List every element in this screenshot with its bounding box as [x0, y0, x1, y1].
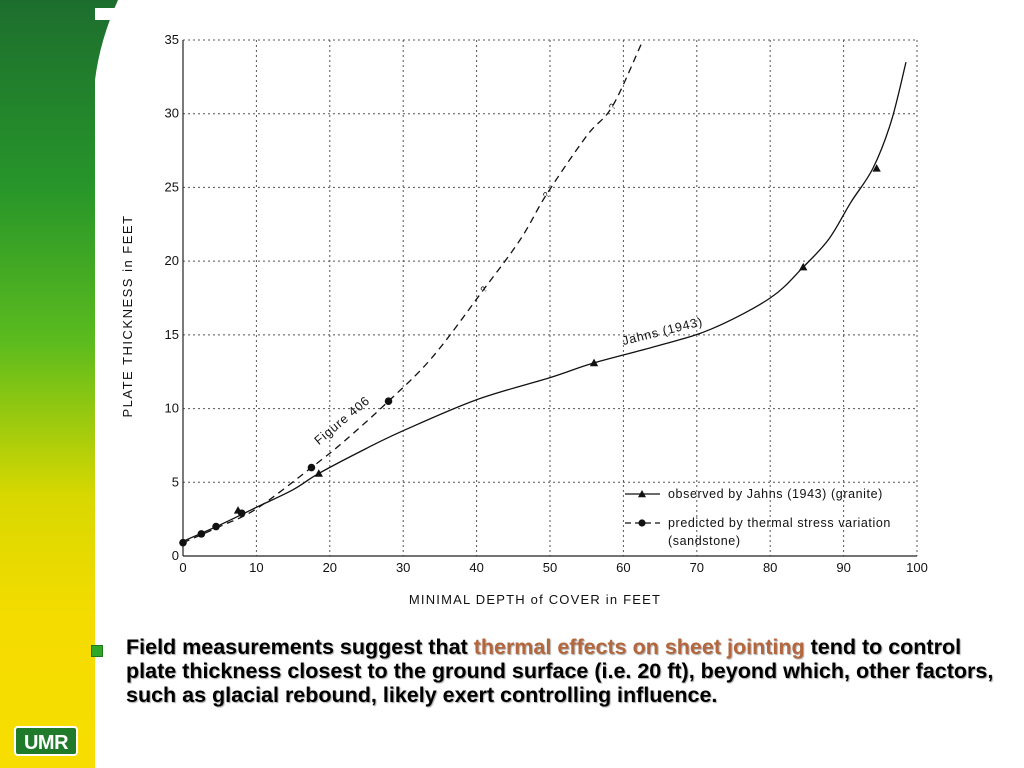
y-tick-label: 0	[172, 548, 179, 563]
y-tick-label: 10	[165, 401, 179, 416]
series-predicted: ???	[179, 42, 643, 547]
decorative-band	[0, 0, 120, 620]
legend-label-jahns: observed by Jahns (1943) (granite)	[668, 487, 883, 501]
y-tick-label: 20	[165, 253, 179, 268]
x-tick-label: 20	[323, 560, 337, 575]
chart-axes: 0 10 20 30 40 50 60 70 80 90 100 0 5 10 15 20 25 30 35 MINI…	[120, 32, 928, 607]
y-tick-label: 35	[165, 32, 179, 47]
question-mark: ?	[478, 284, 489, 294]
jahns-curve-label: Jahns (1943)	[621, 315, 704, 349]
bullet-text-start: Field measurements suggest that	[126, 635, 474, 659]
legend-label-predicted: predicted by thermal stress variation	[668, 516, 891, 530]
x-tick-label: 70	[690, 560, 704, 575]
series-jahns	[182, 61, 907, 542]
x-axis-label: MINIMAL DEPTH of COVER in FEET	[409, 592, 661, 607]
bullet-item: Field measurements suggest that thermal …	[88, 635, 1008, 707]
legend-label-predicted-cont: (sandstone)	[668, 534, 741, 548]
triangle-marker	[314, 469, 323, 477]
legend-triangle-marker	[638, 490, 646, 498]
question-mark: ?	[607, 102, 618, 112]
triangle-marker	[589, 358, 599, 367]
triangle-marker	[799, 262, 808, 271]
question-mark: ?	[541, 190, 552, 200]
x-tick-label: 30	[396, 560, 410, 575]
x-tick-label: 60	[616, 560, 630, 575]
y-tick-label: 30	[165, 106, 179, 121]
triangle-marker	[872, 164, 881, 172]
y-tick-label: 15	[165, 327, 179, 342]
umr-logo: UMR	[14, 726, 78, 756]
x-tick-label: 0	[179, 560, 186, 575]
legend-circle-marker	[638, 519, 646, 527]
circle-marker	[384, 397, 393, 406]
x-tick-label: 90	[836, 560, 850, 575]
chart-grid	[183, 39, 918, 556]
figure-406-label: Figure 406	[312, 393, 373, 447]
bullet-highlight: thermal effects on sheet jointing	[473, 635, 805, 659]
chart-legend: observed by Jahns (1943) (granite) predic…	[625, 487, 891, 548]
circle-marker	[212, 522, 220, 531]
x-tick-label: 10	[249, 560, 263, 575]
bullet-text: Field measurements suggest that thermal …	[126, 635, 1008, 707]
x-tick-label: 40	[469, 560, 483, 575]
x-tick-label: 100	[906, 560, 928, 575]
x-tick-label: 80	[763, 560, 777, 575]
bullet-text-end: tend to control plate thickness closest …	[126, 635, 994, 707]
chart-canvas: 0 10 20 30 40 50 60 70 80 90 100 0 5 10 15 20 25 30 35 MINI…	[0, 0, 928, 620]
circle-marker	[179, 538, 187, 547]
y-axis-label: PLATE THICKNESS in FEET	[120, 214, 135, 417]
circle-marker	[197, 530, 206, 538]
chart-series: ???Jahns (1943)Figure 406	[179, 42, 907, 547]
y-tick-label: 5	[172, 474, 179, 489]
y-tick-label: 25	[165, 179, 179, 194]
circle-marker	[307, 463, 316, 472]
predicted-curve	[182, 42, 643, 544]
circle-marker	[237, 509, 246, 518]
x-tick-label: 50	[543, 560, 557, 575]
jahns-curve	[182, 61, 907, 542]
bullet-marker	[91, 645, 103, 657]
